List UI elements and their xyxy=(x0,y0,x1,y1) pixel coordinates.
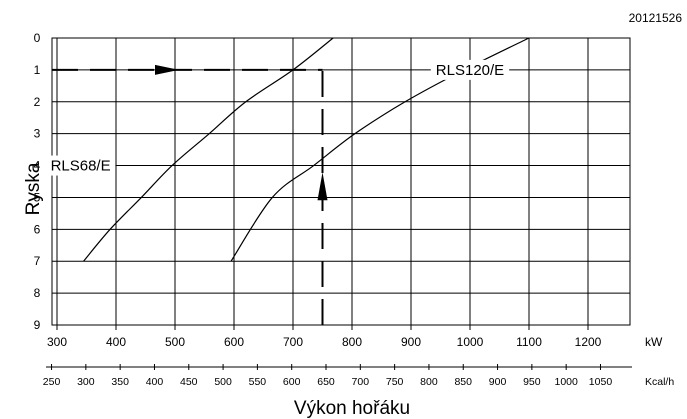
x-tick-label-kcal: 650 xyxy=(317,376,335,388)
x-tick-label-kcal: 400 xyxy=(146,376,164,388)
x-tick-label-kw: 400 xyxy=(106,335,126,349)
plot-frame xyxy=(51,37,631,326)
x-tick-label-kw: 300 xyxy=(47,335,67,349)
x-tick-label-kw: 800 xyxy=(342,335,362,349)
x-unit-kcal: Kcal/h xyxy=(645,376,674,388)
x-unit-kw: kW xyxy=(645,335,663,349)
y-tick-label: 7 xyxy=(34,254,41,268)
x-tick-labels-kw: 300 400 500 600 700 800 900 1000 1100 1200 xyxy=(47,325,602,349)
x-tick-label-kcal: 300 xyxy=(77,376,95,388)
x-tick-label-kw: 600 xyxy=(224,335,244,349)
x-tick-label-kw: 1200 xyxy=(575,335,602,349)
x-tick-label-kcal: 350 xyxy=(111,376,129,388)
x-tick-label-kcal: 1050 xyxy=(589,376,613,388)
x-tick-label-kw: 900 xyxy=(401,335,421,349)
series-line xyxy=(83,37,334,262)
y-axis-title: Ryska xyxy=(23,162,44,215)
y-tick-label: 3 xyxy=(34,127,41,141)
x-tick-label-kcal: 600 xyxy=(283,376,301,388)
y-tick-label: 5 xyxy=(34,190,41,204)
x-tick-label-kcal: 850 xyxy=(454,376,472,388)
x-tick-label-kw: 700 xyxy=(283,335,303,349)
x-tick-label-kcal: 500 xyxy=(214,376,232,388)
example-reading xyxy=(52,64,328,325)
grid xyxy=(51,37,631,326)
x-axis-title: Výkon hořáku xyxy=(294,398,410,419)
y-tick-label: 0 xyxy=(34,31,41,45)
y-tick-labels: 0 1 2 3 4 5 6 7 8 9 xyxy=(34,31,41,332)
y-tick-label: 9 xyxy=(34,318,41,332)
series-label-bg xyxy=(430,59,510,80)
x-tick-label-kcal: 750 xyxy=(386,376,404,388)
x-tick-label-kcal: 1000 xyxy=(554,376,578,388)
example-arrow-up xyxy=(317,172,328,201)
y-tick-label: 2 xyxy=(34,95,41,109)
x-tick-label-kw: 1100 xyxy=(516,335,542,349)
x-tick-labels-kcal: 250 300 350 400 450 500 550 600 650 700 750 800 850 9… xyxy=(43,364,632,388)
x-tick-label-kw: 500 xyxy=(165,335,185,349)
y-tick-label: 6 xyxy=(34,222,41,236)
x-tick-label-kcal: 550 xyxy=(249,376,267,388)
example-arrow-right xyxy=(155,64,179,75)
series-label: RLS120/E xyxy=(436,62,504,79)
series-label: RLS68/E xyxy=(51,158,111,175)
x-tick-label-kcal: 700 xyxy=(352,376,370,388)
x-tick-label-kcal: 800 xyxy=(420,376,438,388)
y-tick-label: 8 xyxy=(34,286,41,300)
x-tick-label-kcal: 950 xyxy=(523,376,541,388)
x-tick-label-kcal: 450 xyxy=(180,376,198,388)
x-tick-label-kw: 1000 xyxy=(457,335,484,349)
x-tick-label-kcal: 250 xyxy=(43,376,61,388)
x-tick-label-kcal: 900 xyxy=(489,376,507,388)
curves: RLS68/E RLS120/E xyxy=(45,37,530,262)
y-tick-label: 4 xyxy=(34,159,41,173)
document-code: 20121526 xyxy=(629,11,683,25)
series-label-bg xyxy=(45,155,116,176)
y-tick-label: 1 xyxy=(34,63,41,77)
